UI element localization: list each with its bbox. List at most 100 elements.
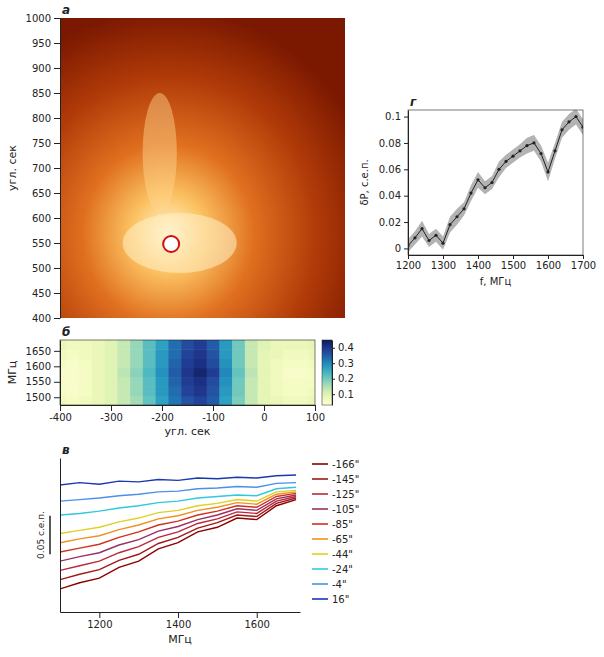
heatmap-cell bbox=[143, 349, 156, 359]
data-point bbox=[441, 242, 444, 245]
data-point bbox=[483, 186, 486, 189]
heatmap-cell bbox=[105, 359, 118, 369]
panel-letter: в bbox=[62, 443, 70, 457]
legend-label: -44" bbox=[332, 549, 353, 560]
heatmap-cell bbox=[168, 349, 181, 359]
heatmap-cell bbox=[143, 359, 156, 369]
position-marker bbox=[163, 236, 179, 252]
heatmap-cell bbox=[194, 368, 207, 378]
tick: -400 bbox=[49, 405, 72, 423]
x-axis: 1200 1400 1600 bbox=[61, 612, 301, 630]
heatmap-cell bbox=[207, 349, 220, 359]
axis-line bbox=[408, 111, 409, 256]
heatmap-cell bbox=[232, 340, 245, 350]
heatmap-cell bbox=[181, 396, 194, 405]
tick: 0.4 bbox=[332, 342, 354, 353]
tick: 500 bbox=[32, 263, 60, 274]
heatmap-cell bbox=[296, 359, 309, 369]
axis-line bbox=[332, 341, 333, 406]
tick-label: 500 bbox=[32, 263, 51, 274]
heatmap-cell bbox=[283, 340, 296, 350]
heatmap-cell bbox=[270, 340, 283, 350]
heatmap-cell bbox=[309, 396, 315, 405]
heatmap-cell bbox=[181, 386, 194, 396]
heatmap-cell bbox=[283, 386, 296, 396]
axis-title: f, МГц bbox=[480, 276, 512, 287]
tick-mark bbox=[54, 268, 60, 269]
heatmap-cell bbox=[92, 359, 105, 369]
heatmap-cell bbox=[79, 396, 92, 405]
data-point bbox=[497, 168, 500, 171]
data-point bbox=[504, 160, 507, 163]
heatmap-cell bbox=[60, 396, 67, 405]
heatmap-cell bbox=[232, 386, 245, 396]
heatmap-cell bbox=[66, 349, 79, 359]
tick: 0 bbox=[395, 243, 408, 254]
legend-label: -24" bbox=[332, 564, 353, 575]
heatmap-cell bbox=[181, 368, 194, 378]
tick: 1200 bbox=[87, 612, 112, 630]
tick-label: 0.02 bbox=[379, 217, 401, 228]
heatmap-cell bbox=[156, 340, 169, 350]
tick-mark bbox=[443, 255, 444, 259]
data-point bbox=[518, 149, 521, 152]
legend-swatch bbox=[312, 538, 328, 540]
heatmap-cell bbox=[66, 359, 79, 369]
tick-mark bbox=[54, 397, 60, 398]
spectrum-line bbox=[60, 500, 296, 589]
heatmap-cell bbox=[130, 349, 143, 359]
axis-line bbox=[60, 459, 61, 613]
tick-mark bbox=[54, 382, 60, 383]
tick-mark bbox=[54, 366, 60, 367]
tick: 0.2 bbox=[332, 373, 354, 384]
heatmap-cell bbox=[245, 359, 258, 369]
heatmap-cell bbox=[79, 368, 92, 378]
data-point bbox=[448, 223, 451, 226]
heatmap-cell bbox=[130, 340, 143, 350]
tick: 1400 bbox=[166, 612, 191, 630]
heatmap-cell bbox=[92, 349, 105, 359]
tick: 1600 bbox=[244, 612, 269, 630]
heatmap-cell bbox=[117, 340, 130, 350]
tick-label: 0.06 bbox=[379, 164, 401, 175]
x-axis: 120013001400150016001700 bbox=[396, 255, 596, 271]
heatmap-cell bbox=[60, 340, 67, 350]
bright-region bbox=[123, 213, 237, 273]
data-point bbox=[469, 191, 472, 194]
heatmap-cell bbox=[92, 377, 105, 387]
axis-line bbox=[61, 405, 316, 406]
heatmap-cell bbox=[270, 368, 283, 378]
heatmap-cell bbox=[245, 396, 258, 405]
heatmap-cell bbox=[168, 359, 181, 369]
tick-mark bbox=[257, 612, 258, 618]
tick-label: 850 bbox=[32, 88, 51, 99]
tick-label: 100 bbox=[306, 412, 325, 423]
heatmap-cell bbox=[143, 377, 156, 387]
legend-label: -105" bbox=[332, 504, 359, 515]
heatmap-cell bbox=[207, 359, 220, 369]
tick-label: 800 bbox=[32, 113, 51, 124]
tick-mark bbox=[404, 222, 408, 223]
legend-swatch bbox=[312, 478, 328, 480]
tick-label: 650 bbox=[32, 188, 51, 199]
heatmap-cell bbox=[156, 368, 169, 378]
heatmap-cell bbox=[258, 359, 271, 369]
tick-mark bbox=[54, 143, 60, 144]
heatmap-cell bbox=[232, 349, 245, 359]
tick-mark bbox=[99, 612, 100, 618]
heatmap-cell bbox=[143, 368, 156, 378]
tick-label: 900 bbox=[32, 63, 51, 74]
lines bbox=[60, 475, 296, 589]
heatmap-cell bbox=[296, 368, 309, 378]
tick: 1400 bbox=[466, 255, 491, 271]
y-axis: 1500155016001650 bbox=[26, 341, 61, 406]
legend-label: -85" bbox=[332, 519, 353, 530]
heatmap-cell bbox=[270, 377, 283, 387]
legend-entry: -145" bbox=[312, 474, 359, 485]
heatmap-cell bbox=[194, 377, 207, 387]
tick-label: -300 bbox=[100, 412, 123, 423]
heatmap-cell bbox=[143, 386, 156, 396]
tick: 550 bbox=[32, 238, 60, 249]
heatmap-cell bbox=[92, 368, 105, 378]
heatmap-cell bbox=[309, 386, 315, 396]
